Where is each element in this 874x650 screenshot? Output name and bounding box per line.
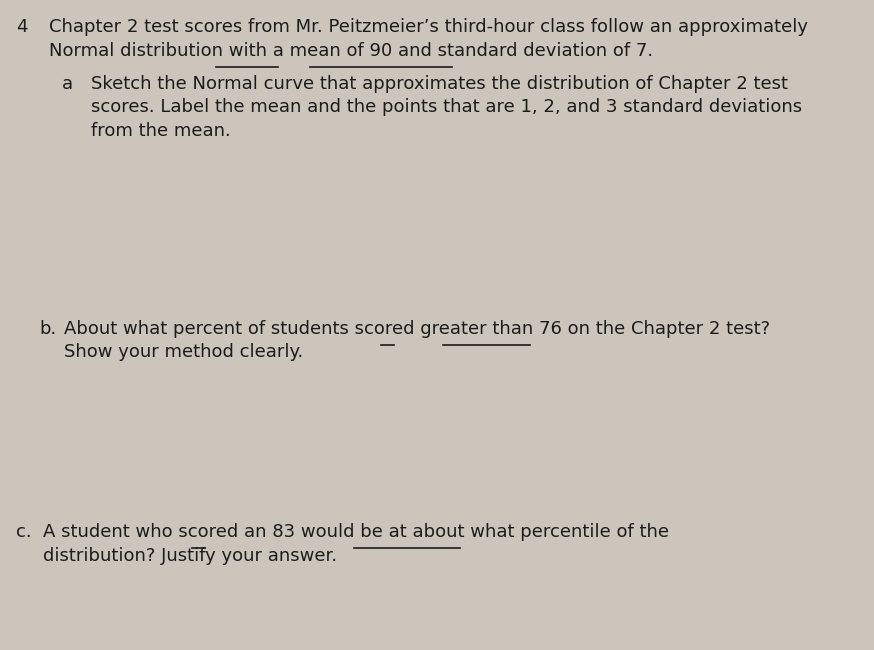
Text: from the mean.: from the mean.	[91, 122, 231, 140]
Text: b.: b.	[39, 320, 56, 338]
Text: c.: c.	[17, 523, 32, 541]
Text: Normal distribution with a mean of 90 and standard deviation of 7.: Normal distribution with a mean of 90 an…	[49, 42, 653, 60]
Text: scores. Label the mean and the points that are 1, 2, and 3 standard deviations: scores. Label the mean and the points th…	[91, 98, 802, 116]
Text: 4: 4	[17, 18, 28, 36]
Text: Chapter 2 test scores from Mr. Peitzmeier’s third-hour class follow an approxima: Chapter 2 test scores from Mr. Peitzmeie…	[49, 18, 808, 36]
Text: A student who scored an 83 would be at about what percentile of the: A student who scored an 83 would be at a…	[44, 523, 669, 541]
Text: About what percent of students scored greater than 76 on the Chapter 2 test?: About what percent of students scored gr…	[65, 320, 771, 338]
Text: Show your method clearly.: Show your method clearly.	[65, 343, 303, 361]
Text: a: a	[62, 75, 73, 93]
Text: distribution? Justify your answer.: distribution? Justify your answer.	[44, 547, 337, 565]
Text: Sketch the Normal curve that approximates the distribution of Chapter 2 test: Sketch the Normal curve that approximate…	[91, 75, 788, 93]
